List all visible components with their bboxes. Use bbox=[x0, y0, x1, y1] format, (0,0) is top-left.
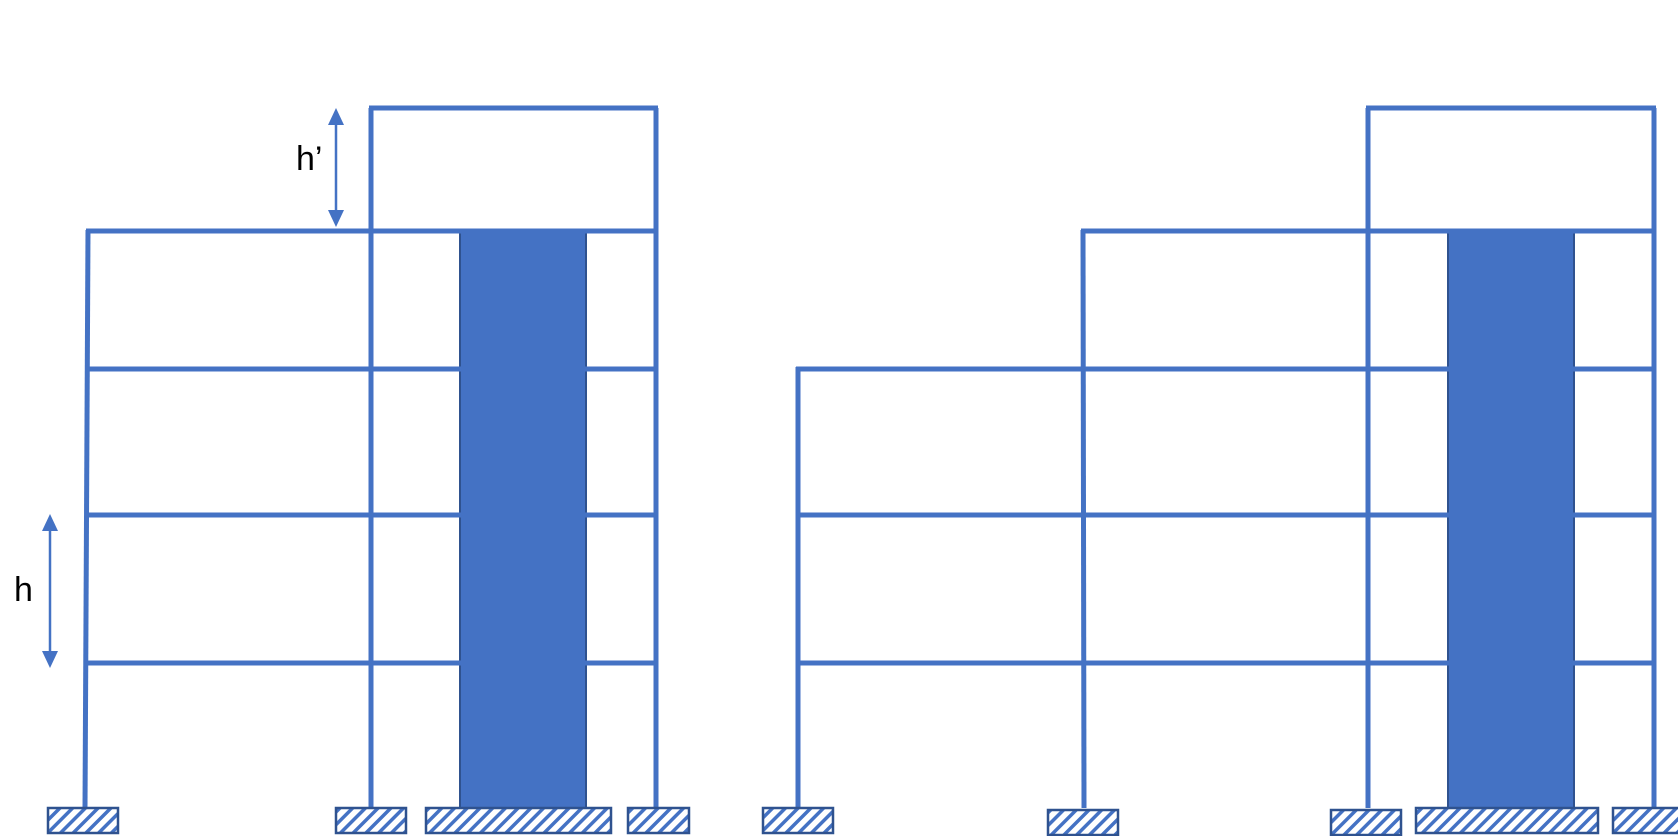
storey-height-label: h bbox=[14, 571, 33, 609]
left-shear-wall bbox=[459, 231, 587, 809]
storey-height-arrow-up bbox=[42, 514, 58, 531]
roof-extension-arrow-up bbox=[328, 108, 344, 125]
right-support-2 bbox=[1046, 808, 1120, 836]
roof-extension-height-dimension: h’ bbox=[296, 108, 344, 227]
roof-extension-height-label: h’ bbox=[296, 140, 322, 178]
left-support-1 bbox=[46, 806, 120, 835]
right-frame bbox=[761, 105, 1678, 836]
right-support-4 bbox=[1611, 806, 1678, 835]
left-support-2 bbox=[334, 806, 408, 835]
roof-extension-arrow-down bbox=[328, 210, 344, 227]
left-support-3 bbox=[626, 806, 691, 835]
right-column-2 bbox=[1080, 229, 1087, 809]
storey-height-arrow-down bbox=[42, 651, 58, 668]
left-wall-support bbox=[424, 806, 613, 835]
left-frame bbox=[46, 105, 691, 835]
left-column-1 bbox=[82, 229, 91, 809]
right-wall-support bbox=[1414, 806, 1600, 835]
right-support-1 bbox=[761, 806, 835, 835]
right-support-3 bbox=[1329, 808, 1403, 836]
storey-height-dimension: h bbox=[14, 514, 58, 668]
right-shear-wall bbox=[1447, 231, 1575, 809]
